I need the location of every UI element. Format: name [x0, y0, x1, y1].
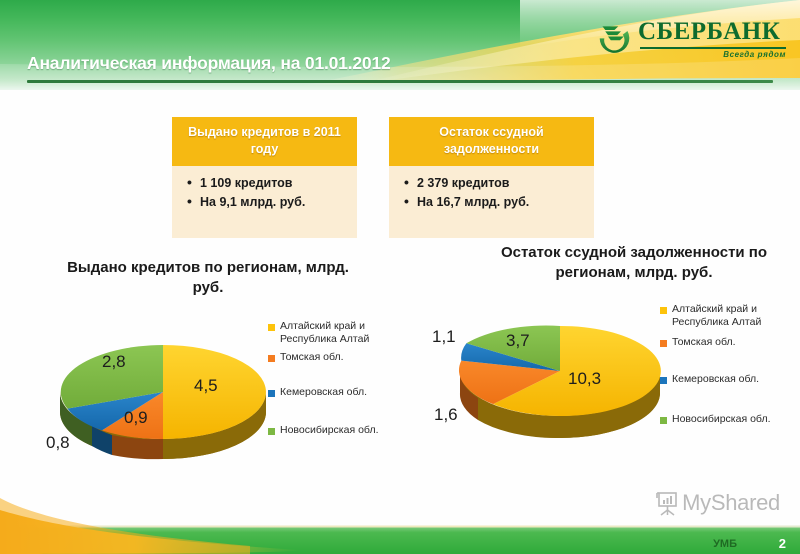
chart-2-plot: 10,3 1,6 1,1 3,7 Алтайский край и Респуб… — [432, 293, 792, 463]
legend-item[interactable]: Алтайский край и Республика Алтай — [268, 320, 388, 345]
legend-item[interactable]: Томская обл. — [660, 336, 785, 349]
legend-item[interactable]: Алтайский край и Республика Алтай — [660, 303, 785, 328]
legend-item[interactable]: Томская обл. — [268, 351, 388, 364]
info-box-1-body: 1 109 кредитов На 9,1 млрд. руб. — [172, 166, 357, 238]
chart-1-plot: 4,5 0,9 0,8 2,8 Алтайский край и Республ… — [40, 308, 440, 468]
pie-chart-2 — [458, 325, 661, 438]
chart-2-legend: Алтайский край и Республика Алтай Томска… — [660, 303, 785, 428]
legend-label: Новосибирская обл. — [280, 424, 379, 436]
legend-swatch-blue-icon — [268, 389, 275, 397]
footer-unit-label: УМБ — [713, 538, 737, 550]
legend-swatch-gold-icon — [660, 307, 667, 314]
list-item: 2 379 кредитов — [403, 173, 584, 193]
chart-1-title: Выдано кредитов по регионам, млрд. руб. — [67, 259, 349, 296]
list-item: 1 109 кредитов — [186, 173, 347, 193]
pie-2-value-gold: 10,3 — [568, 369, 602, 388]
pie-2-value-orange: 1,6 — [434, 405, 458, 424]
pie-2-value-green: 3,7 — [506, 331, 530, 350]
legend-label: Новосибирская обл. — [672, 413, 771, 425]
info-box-2-title: Остаток ссудной задолженности — [389, 117, 594, 166]
pie-1-value-orange: 0,9 — [124, 408, 148, 427]
info-box-loan-balance: Остаток ссудной задолженности 2 379 кред… — [389, 117, 594, 238]
pie-2-value-blue: 1,1 — [432, 327, 456, 346]
legend-item[interactable]: Новосибирская обл. — [268, 424, 388, 437]
header-divider — [27, 80, 773, 83]
legend-item[interactable]: Новосибирская обл. — [660, 413, 785, 426]
logo-underline — [640, 47, 786, 49]
legend-item[interactable]: Кемеровская обл. — [268, 386, 388, 399]
sberbank-checkmark-icon — [599, 26, 630, 53]
list-item: На 16,7 млрд. руб. — [403, 192, 584, 212]
sberbank-logo: СБЕРБАНК Всегда рядом — [596, 14, 786, 70]
info-box-loans-issued: Выдано кредитов в 2011 году 1 109 кредит… — [172, 117, 357, 238]
legend-item[interactable]: Кемеровская обл. — [660, 373, 785, 386]
chart-1-legend: Алтайский край и Республика Алтай Томска… — [268, 320, 388, 439]
legend-label: Томская обл. — [672, 336, 736, 348]
info-box-1-title: Выдано кредитов в 2011 году — [172, 117, 357, 166]
legend-label: Кемеровская обл. — [280, 385, 368, 398]
watermark-label: MyShared — [682, 490, 780, 515]
legend-swatch-green-icon — [268, 428, 275, 435]
chart-loan-balance-by-region: Остаток ссудной задолженности по региона… — [432, 243, 792, 463]
legend-label: Томская обл. — [280, 351, 344, 363]
legend-swatch-orange-icon — [660, 340, 667, 347]
slide-footer: УМБ 2 — [0, 492, 800, 554]
legend-swatch-orange-icon — [268, 355, 275, 362]
slide-header: Аналитическая информация, на 01.01.2012 … — [0, 0, 800, 90]
footer-page-number: 2 — [778, 536, 786, 551]
myshared-watermark: MyShared — [652, 488, 780, 518]
pie-1-value-green: 2,8 — [102, 352, 126, 371]
pie-chart-1 — [60, 345, 266, 460]
sberbank-tagline: Всегда рядом — [723, 50, 786, 59]
pie-1-value-blue: 0,8 — [46, 433, 70, 452]
legend-label: Кемеровская обл. — [672, 372, 760, 385]
presentation-chart-icon — [656, 492, 677, 516]
footer-wave-decoration — [0, 498, 800, 554]
legend-swatch-gold-icon — [268, 324, 275, 331]
chart-2-title: Остаток ссудной задолженности по региона… — [500, 244, 768, 281]
pie-1-value-gold: 4,5 — [194, 376, 218, 395]
legend-label: Алтайский край и Республика Алтай — [280, 320, 370, 345]
chart-loans-issued-by-region: Выдано кредитов по регионам, млрд. руб. — [40, 258, 440, 468]
list-item: На 9,1 млрд. руб. — [186, 192, 347, 212]
legend-label: Алтайский край и Республика Алтай — [672, 303, 762, 328]
legend-swatch-green-icon — [660, 417, 667, 424]
sberbank-wordmark: СБЕРБАНК — [638, 18, 781, 45]
page-title: Аналитическая информация, на 01.01.2012 — [27, 53, 391, 73]
info-box-2-body: 2 379 кредитов На 16,7 млрд. руб. — [389, 166, 594, 238]
legend-swatch-blue-icon — [660, 376, 667, 384]
